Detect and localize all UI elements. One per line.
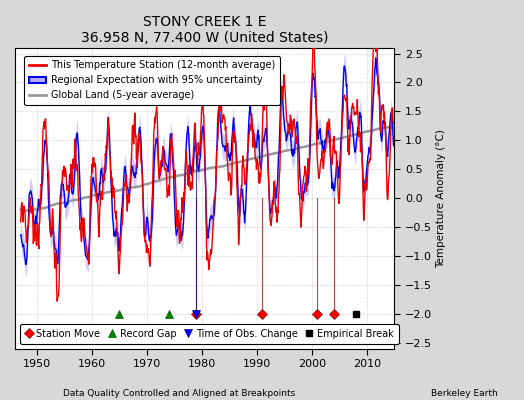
Y-axis label: Temperature Anomaly (°C): Temperature Anomaly (°C) bbox=[436, 129, 446, 268]
Title: STONY CREEK 1 E
36.958 N, 77.400 W (United States): STONY CREEK 1 E 36.958 N, 77.400 W (Unit… bbox=[81, 15, 329, 45]
Text: Data Quality Controlled and Aligned at Breakpoints: Data Quality Controlled and Aligned at B… bbox=[63, 389, 295, 398]
Text: Berkeley Earth: Berkeley Earth bbox=[431, 389, 498, 398]
Legend: Station Move, Record Gap, Time of Obs. Change, Empirical Break: Station Move, Record Gap, Time of Obs. C… bbox=[20, 324, 399, 344]
